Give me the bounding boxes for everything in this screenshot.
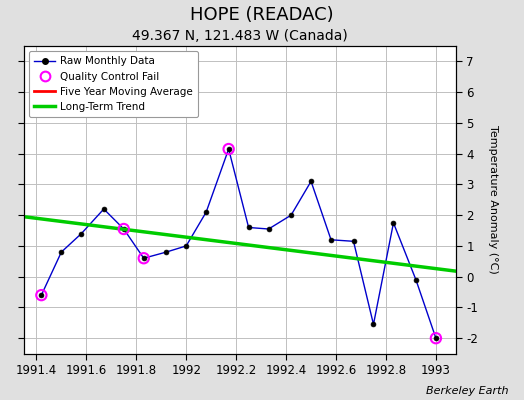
Text: Berkeley Earth: Berkeley Earth [426, 386, 508, 396]
Point [37, 292, 46, 298]
Point [119, 226, 128, 232]
Legend: Raw Monthly Data, Quality Control Fail, Five Year Moving Average, Long-Term Tren: Raw Monthly Data, Quality Control Fail, … [29, 51, 198, 117]
Text: HOPE (READAC): HOPE (READAC) [190, 6, 334, 24]
Point [432, 335, 440, 342]
Point [224, 146, 233, 152]
Title: 49.367 N, 121.483 W (Canada): 49.367 N, 121.483 W (Canada) [132, 30, 348, 44]
Y-axis label: Temperature Anomaly (°C): Temperature Anomaly (°C) [488, 126, 498, 274]
Point [139, 255, 148, 262]
